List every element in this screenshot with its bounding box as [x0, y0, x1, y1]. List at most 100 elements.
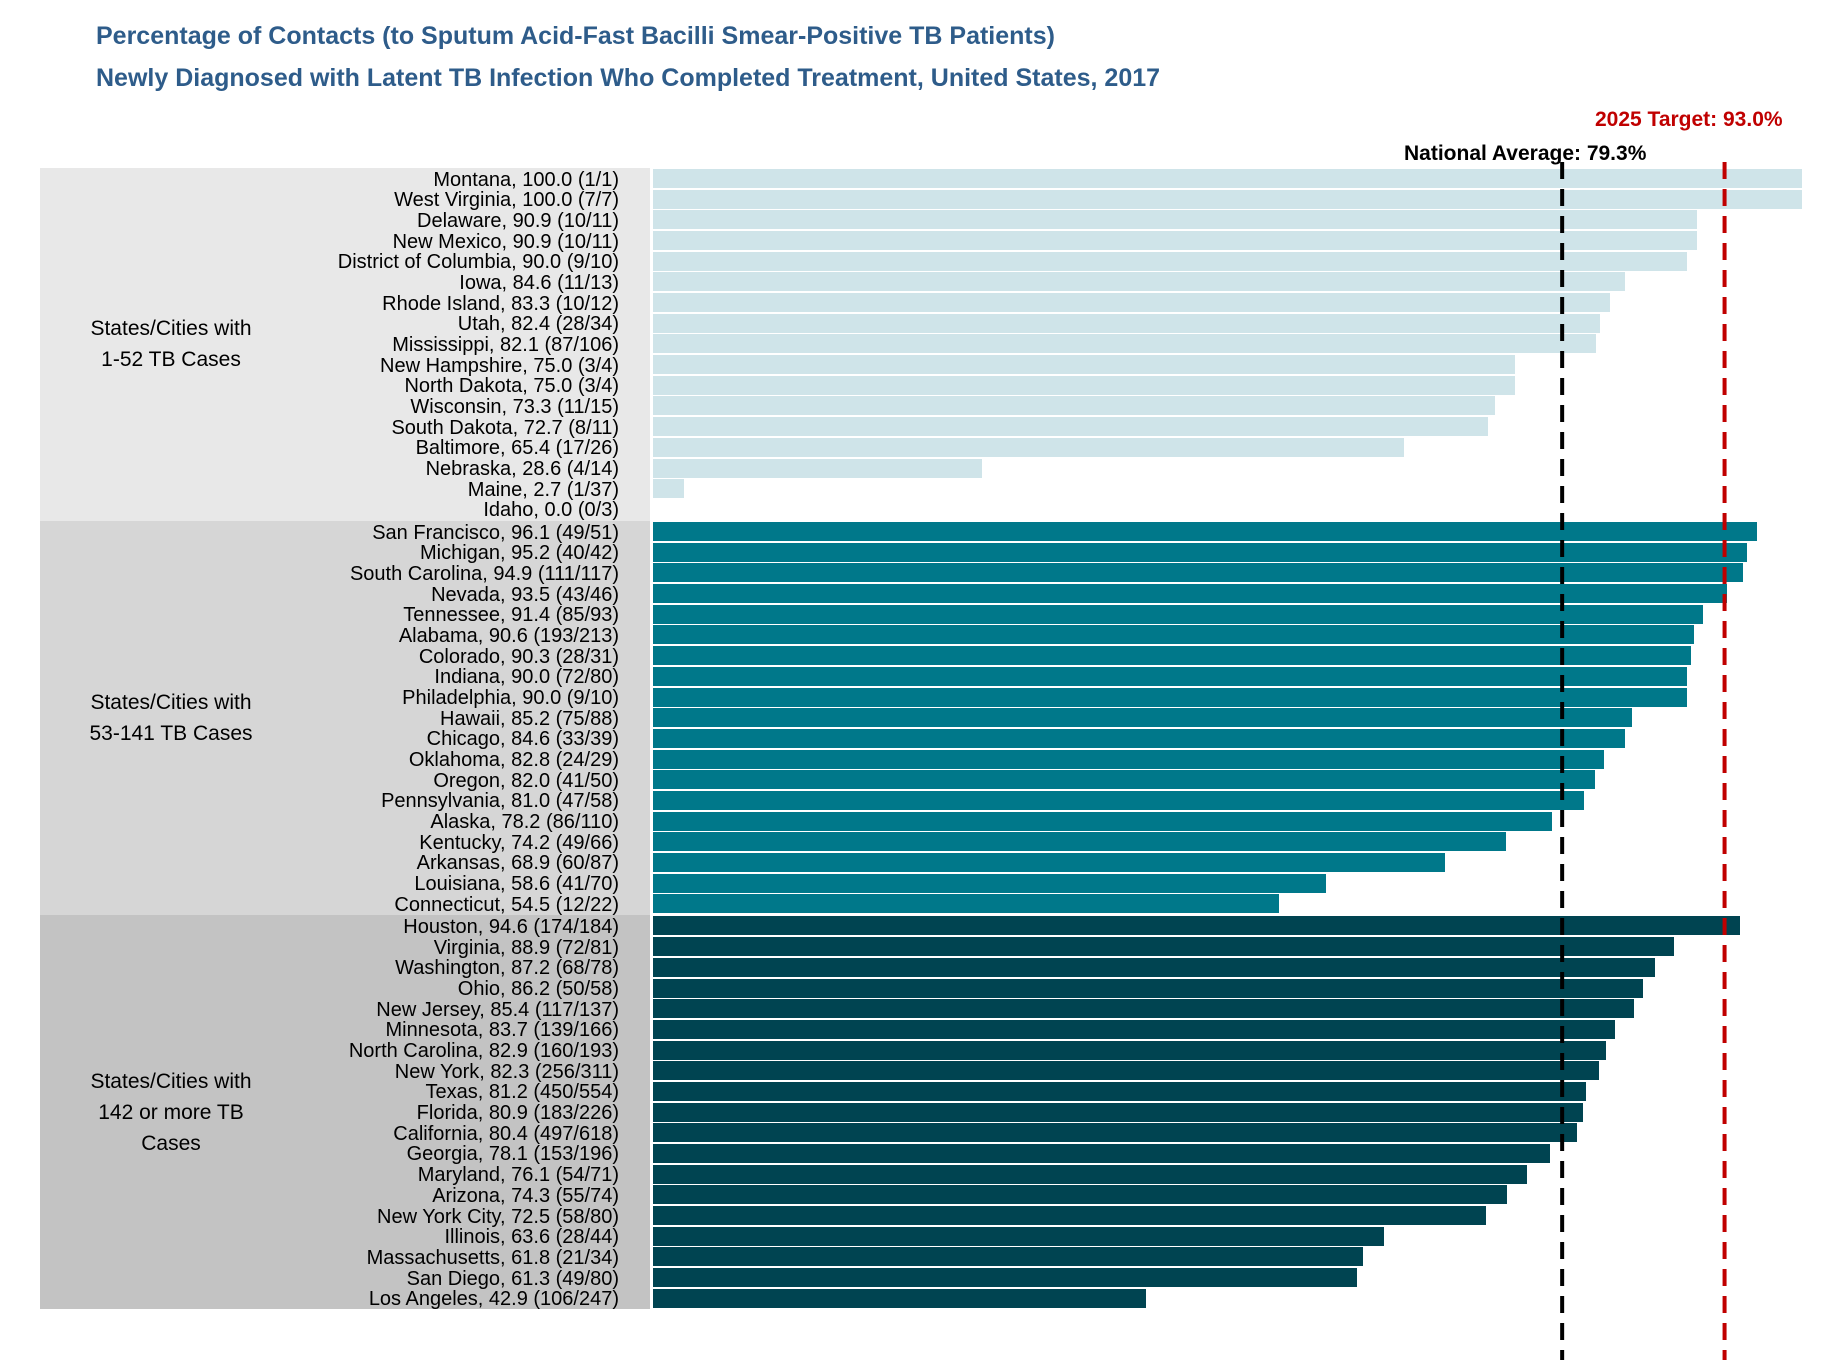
row-label: Hawaii, 85.2 (75/88) — [440, 707, 619, 730]
target-label: 2025 Target: 93.0% — [1595, 108, 1783, 131]
bar — [653, 1226, 1384, 1246]
bar — [653, 790, 1584, 810]
row-label: Los Angeles, 42.9 (106/247) — [368, 1288, 619, 1311]
bar — [653, 770, 1596, 790]
bar — [653, 1081, 1586, 1101]
bar — [653, 749, 1605, 769]
row-label: Arkansas, 68.9 (60/87) — [416, 852, 619, 875]
row-label: Montana, 100.0 (1/1) — [433, 168, 619, 191]
bar — [653, 957, 1655, 977]
group-label-line: States/Cities with — [90, 691, 252, 715]
group-label-line: States/Cities with — [90, 1069, 252, 1093]
group-background — [40, 168, 650, 521]
row-label: West Virginia, 100.0 (7/7) — [394, 189, 619, 212]
group-label: States/Cities with 142 or more TB Cases — [40, 1066, 302, 1159]
bar — [653, 937, 1675, 957]
bar — [653, 687, 1688, 707]
bar — [653, 563, 1744, 583]
bar — [653, 522, 1758, 542]
row-label: Arizona, 74.3 (55/74) — [432, 1184, 619, 1207]
bar — [653, 1019, 1615, 1039]
row-label: North Carolina, 82.9 (160/193) — [348, 1040, 619, 1063]
bar — [653, 210, 1698, 230]
bar — [653, 1288, 1146, 1308]
row-label: Virginia, 88.9 (72/81) — [433, 936, 619, 959]
row-label: Washington, 87.2 (68/78) — [395, 957, 619, 980]
chart-title-line2: Newly Diagnosed with Latent TB Infection… — [96, 64, 1161, 92]
group-label: States/Cities with 53-141 TB Cases — [40, 687, 302, 749]
row-label: Nebraska, 28.6 (4/14) — [425, 458, 619, 481]
row-label: New York, 82.3 (256/311) — [394, 1060, 619, 1083]
row-label: Philadelphia, 90.0 (9/10) — [402, 687, 619, 709]
bar — [653, 584, 1728, 604]
bar — [653, 1268, 1358, 1288]
row-label: New Hampshire, 75.0 (3/4) — [380, 354, 619, 377]
bar — [653, 417, 1489, 437]
row-label: Alaska, 78.2 (86/110) — [430, 811, 619, 834]
bar — [653, 396, 1496, 416]
bar — [653, 479, 685, 499]
group-label-line: 1-52 TB Cases — [101, 348, 241, 372]
row-label: Rhode Island, 83.3 (10/12) — [382, 292, 619, 315]
bar — [653, 646, 1691, 666]
bar — [653, 169, 1802, 188]
bar — [653, 666, 1688, 686]
bar — [653, 978, 1644, 998]
row-label: Illinois, 63.6 (28/44) — [444, 1226, 619, 1249]
row-label: Kentucky, 74.2 (49/66) — [419, 831, 619, 854]
row-label: New Jersey, 85.4 (117/137) — [376, 998, 619, 1021]
row-label: Utah, 82.4 (28/34) — [457, 313, 619, 336]
group-label-line: 142 or more TB — [98, 1100, 244, 1124]
bar — [653, 1123, 1577, 1143]
bar — [653, 1164, 1528, 1184]
bar — [653, 272, 1626, 292]
bar — [653, 916, 1740, 936]
bar — [653, 1061, 1599, 1081]
bar — [653, 355, 1515, 375]
bar — [653, 1102, 1583, 1122]
bar — [653, 231, 1698, 251]
bar — [653, 728, 1626, 748]
row-label: Iowa, 84.6 (11/13) — [459, 271, 619, 294]
row-label: New Mexico, 90.9 (10/11) — [392, 230, 619, 253]
bar — [653, 832, 1506, 852]
national-average-label: National Average: 79.3% — [1404, 142, 1647, 165]
bar — [653, 811, 1552, 831]
row-label: Georgia, 78.1 (153/196) — [406, 1143, 619, 1166]
bar — [653, 1040, 1606, 1060]
row-label: Houston, 94.6 (174/184) — [403, 915, 619, 938]
row-label: Maryland, 76.1 (54/71) — [417, 1164, 619, 1187]
bar — [653, 625, 1694, 645]
row-label: California, 80.4 (497/618) — [393, 1122, 619, 1145]
bar — [653, 293, 1611, 313]
bar — [653, 604, 1704, 624]
bar — [653, 251, 1688, 271]
bar — [653, 852, 1445, 872]
row-label: Chicago, 84.6 (33/39) — [426, 728, 619, 751]
row-label: Indiana, 90.0 (72/80) — [434, 666, 619, 689]
row-label: Baltimore, 65.4 (17/26) — [415, 437, 619, 460]
bar — [653, 189, 1802, 209]
bar — [653, 313, 1600, 333]
bar — [653, 1143, 1551, 1163]
row-label: Nevada, 93.5 (43/46) — [431, 583, 619, 606]
row-label: Connecticut, 54.5 (12/22) — [394, 893, 619, 916]
row-label: Massachusetts, 61.8 (21/34) — [366, 1246, 619, 1269]
row-label: Louisiana, 58.6 (41/70) — [414, 873, 619, 896]
row-label: New York City, 72.5 (58/80) — [377, 1205, 619, 1228]
bar — [653, 894, 1280, 914]
row-label: Oklahoma, 82.8 (24/29) — [408, 749, 619, 772]
bar — [653, 873, 1327, 893]
bar — [653, 458, 982, 478]
row-label: Tennessee, 91.4 (85/93) — [403, 604, 619, 627]
row-label: San Francisco, 96.1 (49/51) — [372, 521, 619, 544]
row-label: North Dakota, 75.0 (3/4) — [404, 375, 619, 398]
bar — [653, 437, 1405, 457]
bar — [653, 999, 1635, 1019]
group-label-line: Cases — [141, 1131, 201, 1155]
bar — [653, 334, 1597, 354]
row-label: San Diego, 61.3 (49/80) — [406, 1267, 619, 1290]
row-label: Pennsylvania, 81.0 (47/58) — [381, 790, 619, 813]
row-label: Wisconsin, 73.3 (11/15) — [410, 395, 619, 418]
row-label: Idaho, 0.0 (0/3) — [483, 499, 619, 522]
